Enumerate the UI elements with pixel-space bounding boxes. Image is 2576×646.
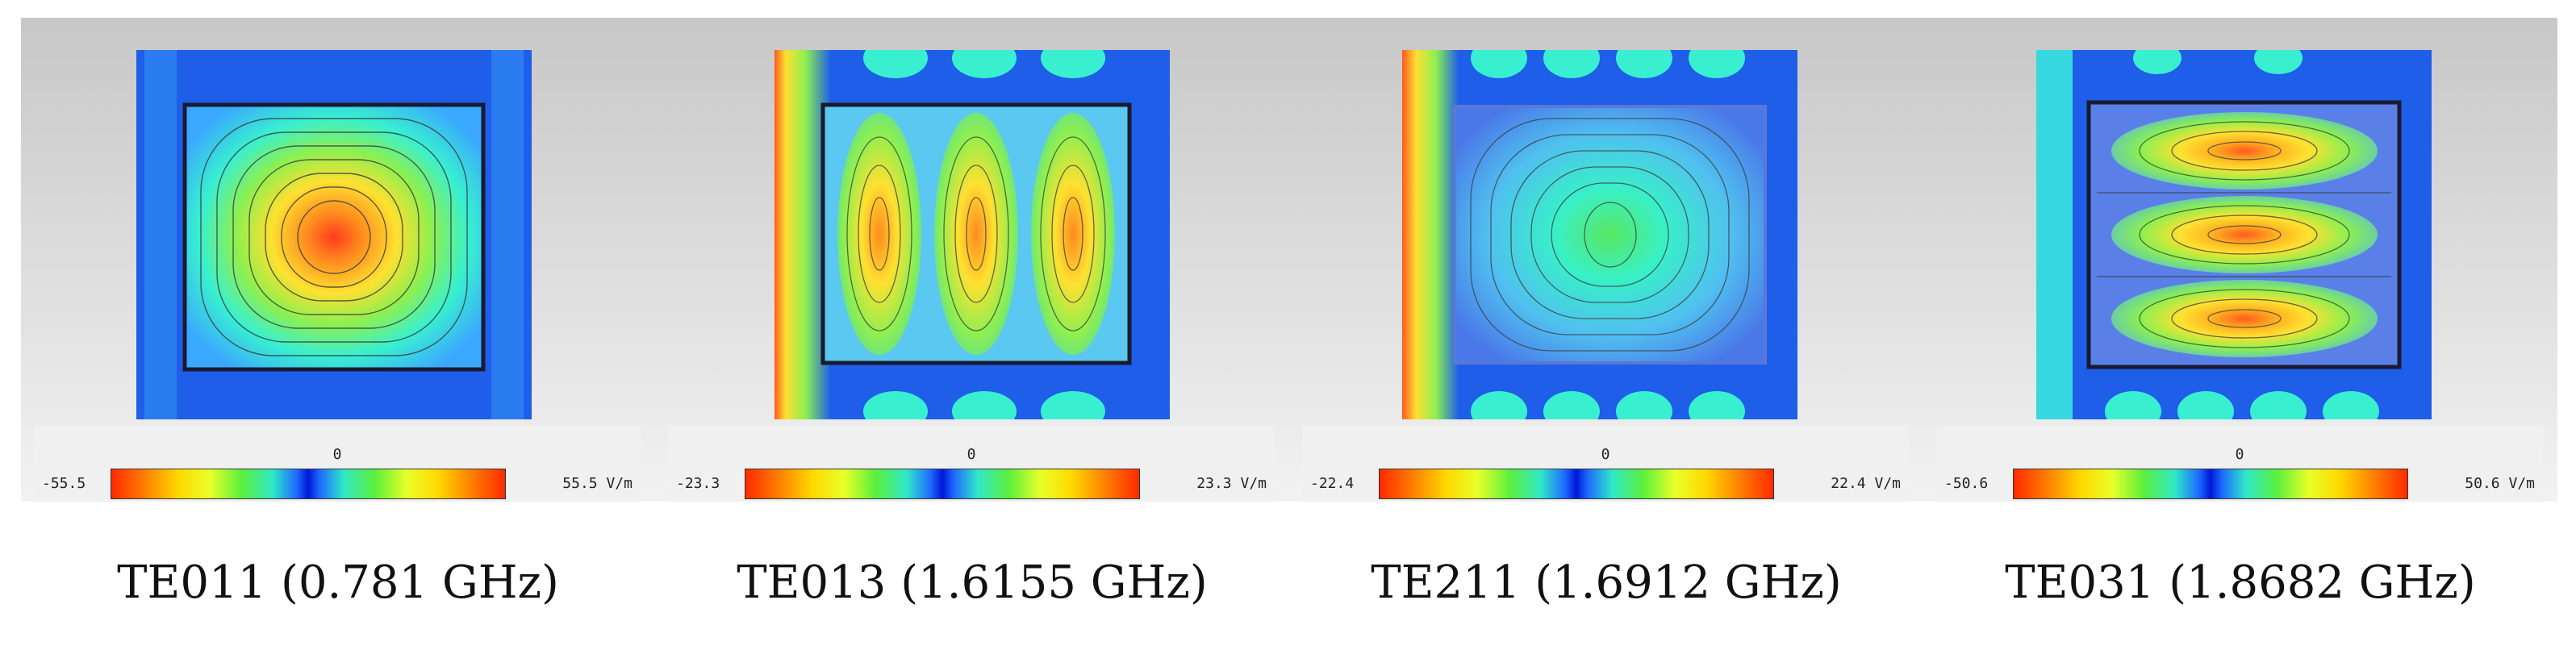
- mode-panel-te013: 0 -23.3 23.3 V/m: [655, 18, 1289, 502]
- colorbar-te013: 0 -23.3 23.3 V/m: [668, 425, 1275, 502]
- colorbar-zero-label: 0: [967, 446, 976, 463]
- colorbar-te211: 0 -22.4 22.4 V/m: [1302, 425, 1909, 502]
- mode-caption-te031: TE031 (1.8682 GHz): [2005, 556, 2476, 609]
- colorbar-gradient: [1379, 469, 1774, 499]
- colorbar-max-label: 50.6 V/m: [2465, 475, 2535, 492]
- field-plot-te013: [774, 50, 1170, 419]
- colorbar-zero-label: 0: [2235, 446, 2244, 463]
- field-plot-te211: [1402, 50, 1797, 419]
- colorbar-min-label: -22.4: [1310, 475, 1355, 492]
- colorbar-te031: 0 -50.6 50.6 V/m: [1936, 425, 2543, 502]
- colorbar-max-label: 55.5 V/m: [562, 475, 633, 492]
- colorbar-zero-label: 0: [332, 446, 342, 463]
- mode-panel-te011: 0 -55.5 55.5 V/m: [21, 18, 655, 502]
- mode-caption-te013: TE013 (1.6155 GHz): [737, 556, 1208, 609]
- mode-panel-te211: 0 -22.4 22.4 V/m: [1289, 18, 1923, 502]
- field-plot-te011: [136, 50, 532, 419]
- colorbar-gradient: [2013, 469, 2408, 499]
- mode-caption-te211: TE211 (1.6912 GHz): [1371, 556, 1842, 609]
- field-contour-te211: [1402, 50, 1797, 419]
- colorbar-max-label: 23.3 V/m: [1196, 475, 1267, 492]
- field-contour-te013: [774, 50, 1170, 419]
- field-contour-te011: [136, 50, 532, 419]
- mode-caption-te011: TE011 (0.781 GHz): [117, 556, 559, 609]
- mode-panel-te031: 0 -50.6 50.6 V/m: [1923, 18, 2557, 502]
- field-contour-te031: [2036, 50, 2432, 419]
- colorbar-min-label: -55.5: [42, 475, 86, 492]
- colorbar-min-label: -50.6: [1944, 475, 1989, 492]
- colorbar-te011: 0 -55.5 55.5 V/m: [34, 425, 641, 502]
- colorbar-max-label: 22.4 V/m: [1831, 475, 1901, 492]
- colorbar-zero-label: 0: [1601, 446, 1610, 463]
- colorbar-min-label: -23.3: [676, 475, 720, 492]
- colorbar-gradient: [745, 469, 1140, 499]
- field-plot-te031: [2036, 50, 2432, 419]
- colorbar-gradient: [111, 469, 506, 499]
